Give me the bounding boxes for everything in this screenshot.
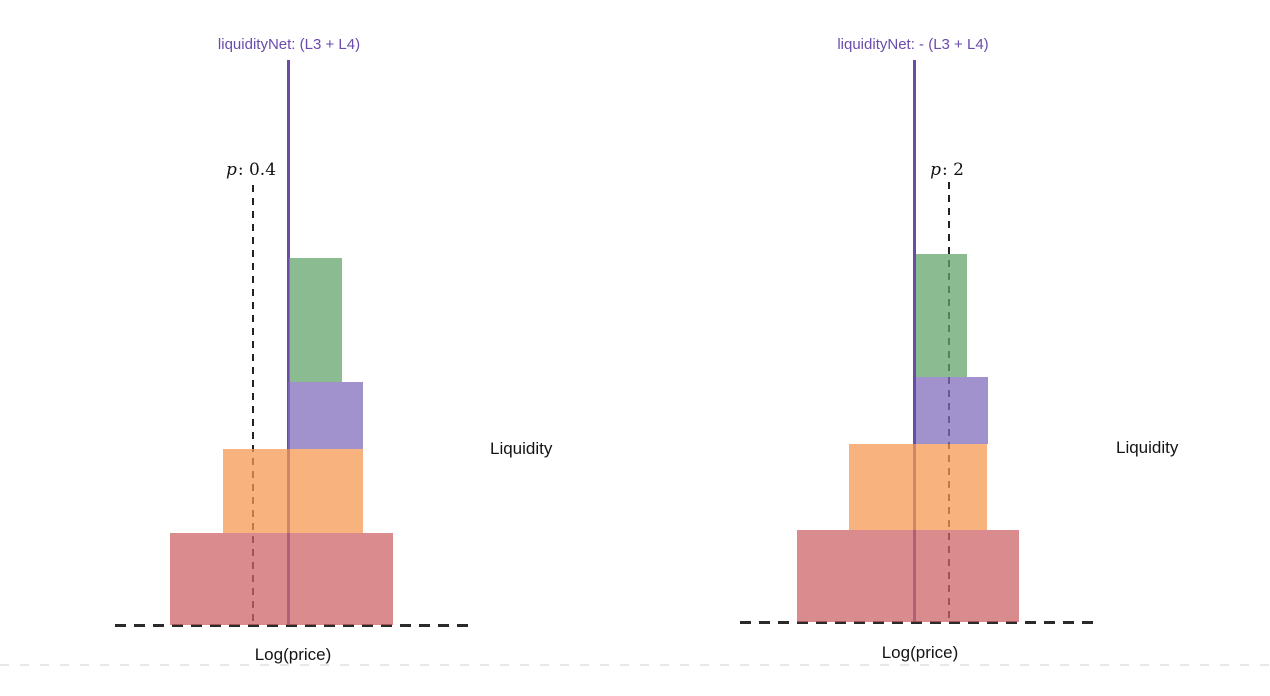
price-value: : 2 [941, 160, 964, 180]
log-price-axis [115, 624, 470, 627]
liquidity-bar-purple [916, 377, 988, 444]
log-price-axis-label: Log(price) [254, 645, 332, 664]
liquidity-bar-red [170, 533, 393, 625]
log-price-axis-label: Log(price) [881, 643, 959, 662]
faint-bottom-rule [0, 664, 1270, 666]
log-price-axis [740, 621, 1096, 624]
price-dashed-line [252, 185, 254, 626]
liquidity-bar-green [289, 258, 342, 382]
price-label: p: 2 [930, 160, 964, 181]
liquidity-bar-green [916, 254, 967, 377]
liquidity-bar-purple [288, 382, 363, 449]
liquiditynet-tick-line [287, 60, 290, 626]
liquiditynet-tick-line [913, 60, 916, 623]
price-var: p [930, 160, 941, 180]
liquidity-bar-orange [849, 444, 987, 530]
price-label: p: 0.4 [225, 160, 277, 181]
liquiditynet-label: liquidityNet: (L3 + L4) [217, 36, 361, 53]
liquidity-axis-label: Liquidity [490, 439, 553, 458]
price-var: p [225, 160, 237, 180]
liquidity-axis-label: Liquidity [1116, 438, 1179, 457]
price-value: : 0.4 [237, 160, 277, 180]
liquiditynet-label: liquidityNet: - (L3 + L4) [837, 36, 989, 53]
liquidity-bar-red [797, 530, 1019, 622]
liquidity-bar-orange [223, 449, 363, 533]
